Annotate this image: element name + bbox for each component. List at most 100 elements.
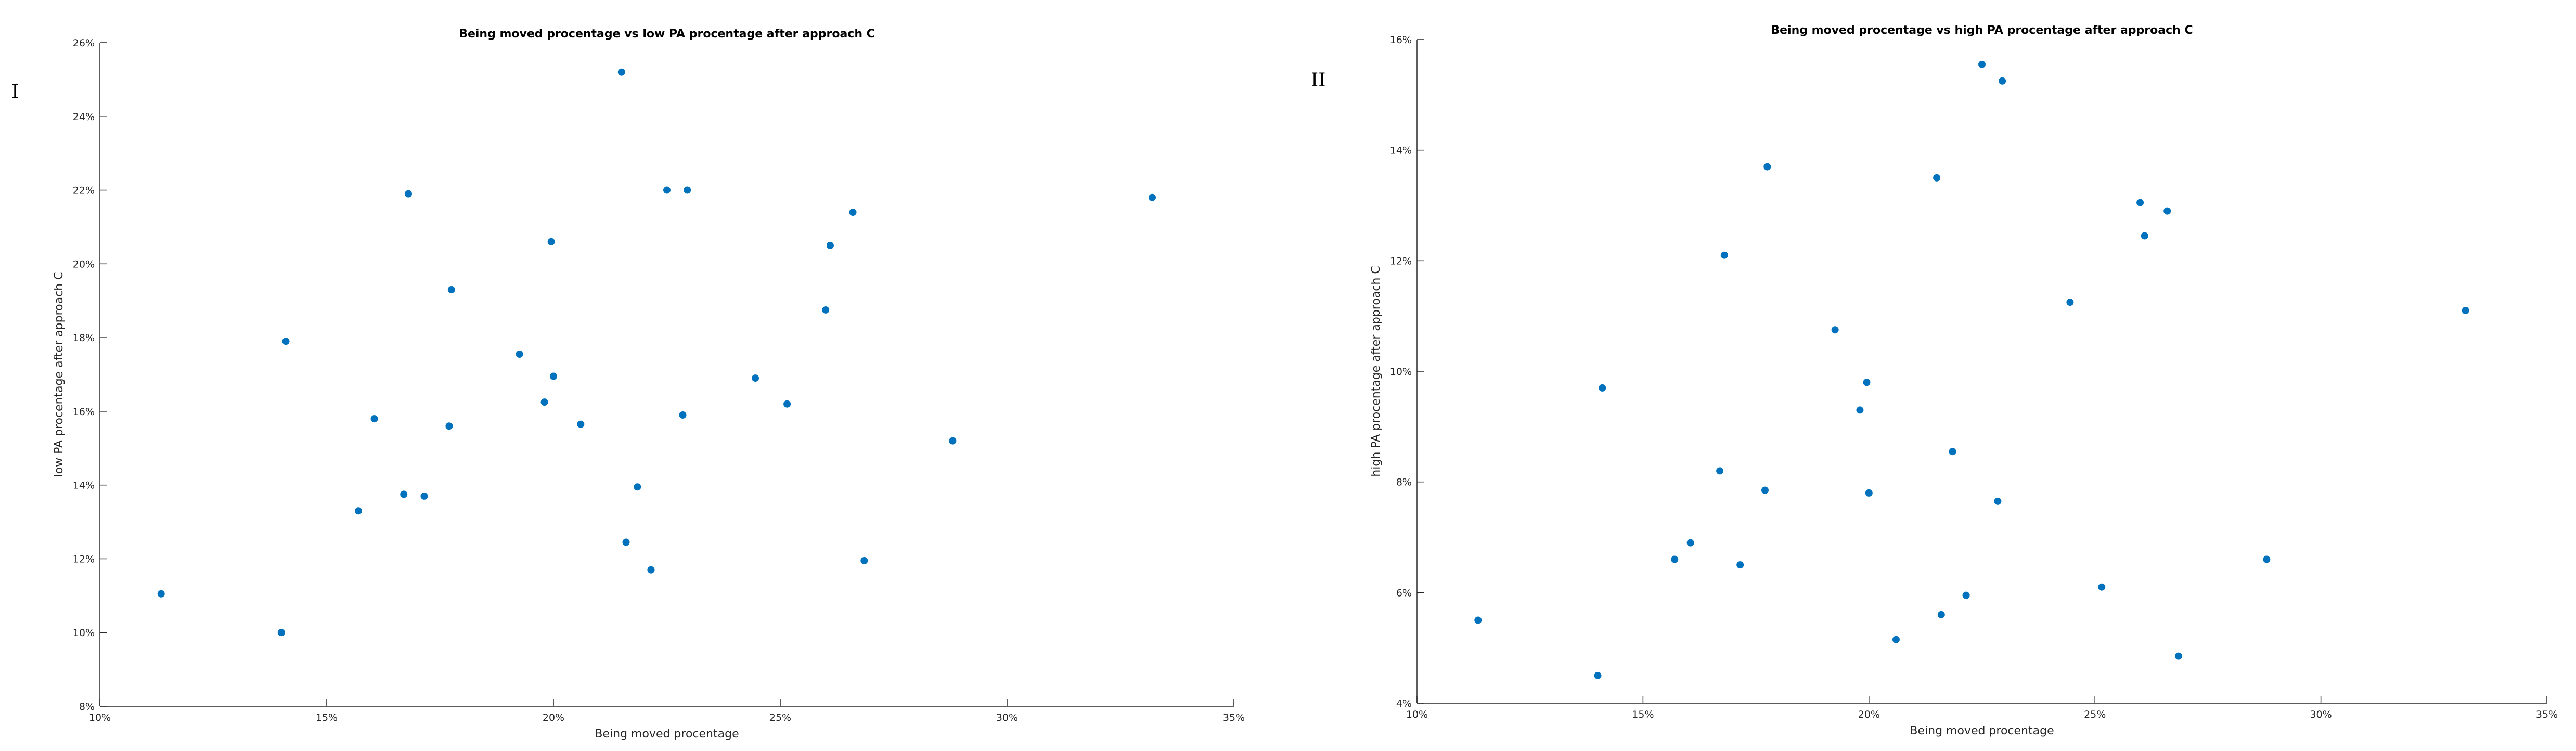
x-tick-label: 35% — [2536, 709, 2558, 720]
y-tick-label: 10% — [73, 627, 95, 639]
y-tick-label: 26% — [73, 37, 95, 49]
panel-label: I — [11, 81, 19, 102]
y-tick-label: 18% — [73, 332, 95, 344]
scatter-panel-1: I Being moved procentage vs low PA procen… — [11, 28, 1245, 741]
y-tick-label: 16% — [1390, 34, 1412, 46]
data-point — [617, 68, 625, 76]
data-point — [577, 420, 585, 428]
y-tick-label: 14% — [73, 480, 95, 491]
data-point — [2462, 307, 2469, 315]
y-tick-label: 4% — [1396, 698, 1412, 709]
y-tick-label: 22% — [73, 185, 95, 197]
y-tick-label: 10% — [1390, 366, 1412, 378]
data-point — [1949, 448, 1956, 456]
data-point — [540, 398, 548, 406]
data-point — [647, 566, 655, 574]
data-point — [282, 338, 290, 345]
data-point — [1736, 561, 1744, 569]
data-point — [949, 437, 957, 445]
x-tick-label: 25% — [2084, 709, 2106, 720]
x-tick-label: 10% — [1406, 709, 1428, 720]
data-point — [550, 372, 557, 380]
x-tick-label: 20% — [543, 712, 564, 723]
data-point — [157, 590, 165, 598]
data-point — [1999, 77, 2006, 85]
chart-title: Being moved procentage vs low PA procent… — [459, 28, 875, 41]
data-point — [1937, 611, 1945, 618]
data-point — [1720, 251, 1728, 259]
y-axis-label: low PA procentage after approach C — [53, 272, 66, 477]
data-point — [1594, 671, 1602, 679]
data-point — [2163, 207, 2171, 215]
data-point — [2098, 583, 2106, 591]
data-point — [277, 629, 285, 637]
data-point — [663, 186, 671, 194]
data-point — [400, 490, 408, 498]
data-point — [860, 556, 868, 564]
data-point — [1474, 616, 1482, 624]
data-point — [752, 374, 759, 382]
x-tick-label: 20% — [1858, 709, 1880, 720]
y-tick-label: 16% — [73, 406, 95, 418]
data-point — [2066, 299, 2074, 306]
data-point — [1761, 486, 1769, 494]
scatter-panel-2: II Being moved procentage vs high PA proc… — [1311, 24, 2558, 737]
data-point — [1865, 489, 1873, 497]
x-axis-label: Being moved procentage — [595, 728, 739, 741]
y-tick-label: 14% — [1390, 145, 1412, 157]
y-tick-label: 24% — [73, 111, 95, 123]
data-point — [1994, 497, 2002, 505]
data-point — [445, 422, 453, 430]
data-point — [679, 411, 687, 419]
data-point — [1863, 379, 1871, 386]
data-point — [1149, 193, 1156, 201]
y-tick-label: 12% — [1390, 255, 1412, 267]
x-tick-label: 25% — [769, 712, 791, 723]
data-point — [684, 186, 691, 194]
data-point — [2136, 199, 2144, 206]
data-point — [547, 238, 555, 245]
x-tick-label: 15% — [1632, 709, 1654, 720]
x-tick-label: 30% — [996, 712, 1018, 723]
data-point — [516, 351, 523, 358]
data-point — [1831, 326, 1839, 334]
y-tick-label: 8% — [79, 701, 95, 713]
data-point — [370, 415, 378, 423]
chart-title: Being moved procentage vs high PA procen… — [1771, 24, 2193, 37]
y-tick-label: 20% — [73, 258, 95, 270]
data-point — [2174, 652, 2182, 660]
data-point — [1763, 163, 1771, 171]
data-point — [1962, 591, 1970, 599]
data-point — [1978, 60, 1986, 68]
data-point — [783, 400, 791, 408]
data-point — [2141, 232, 2148, 240]
x-tick-label: 30% — [2310, 709, 2332, 720]
data-point — [404, 190, 412, 198]
data-point — [1716, 467, 1724, 475]
x-axis-label: Being moved procentage — [1910, 724, 2054, 737]
data-point — [822, 306, 830, 314]
data-point — [1671, 555, 1679, 563]
data-point — [849, 209, 857, 216]
x-tick-label: 15% — [316, 712, 338, 723]
x-tick-label: 35% — [1223, 712, 1245, 723]
data-point — [355, 507, 363, 515]
data-point — [1892, 636, 1900, 643]
data-point — [622, 538, 630, 546]
data-point — [634, 483, 641, 491]
data-point — [1933, 174, 1941, 182]
panel-label: II — [1311, 70, 1325, 91]
y-axis-label: high PA procentage after approach C — [1370, 266, 1383, 476]
data-point — [2263, 555, 2271, 563]
data-point — [447, 286, 455, 293]
data-point — [1599, 384, 1606, 392]
data-point — [826, 241, 834, 249]
data-point — [1686, 539, 1694, 547]
data-point — [1856, 406, 1864, 414]
y-tick-label: 6% — [1396, 587, 1412, 599]
x-tick-label: 10% — [89, 712, 111, 723]
y-tick-label: 8% — [1396, 477, 1412, 488]
data-point — [420, 492, 428, 500]
y-tick-label: 12% — [73, 553, 95, 565]
